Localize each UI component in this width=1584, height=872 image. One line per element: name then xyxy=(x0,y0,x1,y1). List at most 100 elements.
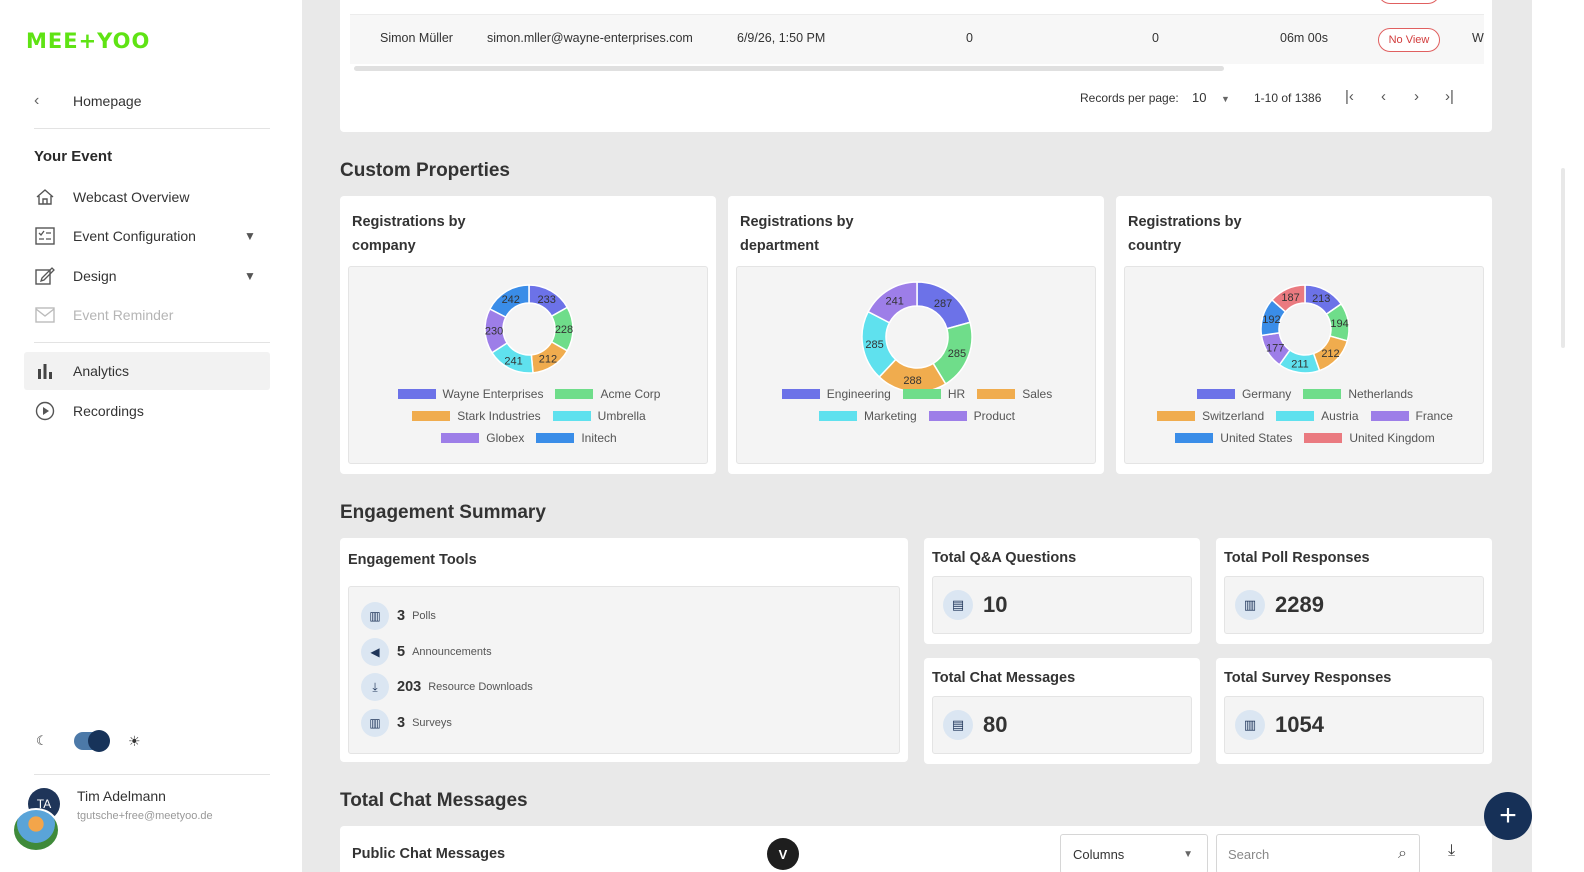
legend-item[interactable]: Engineering xyxy=(781,387,891,401)
legend-item[interactable]: Austria xyxy=(1276,409,1359,423)
first-page-icon[interactable]: |‹ xyxy=(1345,88,1354,105)
stat-title: Total Chat Messages xyxy=(932,670,1076,686)
legend-item[interactable]: Initech xyxy=(536,431,617,445)
stat-value: 1054 xyxy=(1275,712,1324,737)
back-to-homepage[interactable]: ‹ Homepage xyxy=(34,88,142,114)
stat-card-qa-questions: Total Q&A Questions ▤ 10 xyxy=(924,538,1200,644)
sidebar-item-design[interactable]: Design ▼ xyxy=(24,257,270,295)
donut-slice-product[interactable] xyxy=(867,281,918,324)
next-page-icon[interactable]: › xyxy=(1414,88,1419,105)
sidebar-item-analytics[interactable]: Analytics xyxy=(24,352,270,390)
sidebar-item-label: Event Reminder xyxy=(73,307,174,323)
engagement-tool-surveys: ▥ 3 Surveys xyxy=(361,709,452,737)
donut-slice-united-kingdom[interactable] xyxy=(1270,284,1306,313)
chevron-down-icon[interactable]: ▼ xyxy=(1221,94,1230,104)
legend-item[interactable]: Wayne Enterprises xyxy=(397,387,544,401)
legend-label: Wayne Enterprises xyxy=(442,387,544,401)
legend-label: Switzerland xyxy=(1202,409,1265,423)
download-icon[interactable]: ⤓ xyxy=(1448,842,1456,859)
legend-item[interactable]: HR xyxy=(902,387,965,401)
legend-row: Stark Industries Umbrella xyxy=(349,405,709,427)
slice-value-label: 192 xyxy=(1262,314,1280,326)
legend-item[interactable]: Stark Industries xyxy=(412,409,541,423)
page-scrollbar-thumb[interactable] xyxy=(1561,168,1565,348)
columns-dropdown[interactable]: Columns ▼ xyxy=(1060,834,1208,872)
meetyoo-logo[interactable]: MEE+YOO xyxy=(26,29,151,53)
chevron-down-icon: ▼ xyxy=(1183,848,1193,860)
engagement-tool-downloads: ⤓ 203 Resource Downloads xyxy=(361,673,533,701)
survey-icon: ▥ xyxy=(361,709,389,737)
legend-item[interactable]: Globex xyxy=(441,431,524,445)
stat-value-box: ▥ 2289 xyxy=(1224,576,1484,634)
table-row[interactable] xyxy=(350,14,1484,64)
page-scrollbar-track[interactable] xyxy=(1532,0,1584,872)
engagement-tools-card: Engagement Tools ▥ 3 Polls ◀ 5 Announcem… xyxy=(340,538,908,762)
legend-item[interactable]: France xyxy=(1370,409,1453,423)
chevron-down-icon[interactable]: ▼ xyxy=(244,229,256,243)
stat-value: 10 xyxy=(983,592,1008,617)
sidebar-item-label: Webcast Overview xyxy=(73,189,190,205)
stat-value: 80 xyxy=(983,712,1008,737)
legend-swatch xyxy=(781,389,820,399)
section-heading-total-chat: Total Chat Messages xyxy=(340,790,528,811)
status-badge-partial xyxy=(1378,0,1440,4)
legend-item[interactable]: Umbrella xyxy=(552,409,646,423)
chevron-down-icon[interactable]: ▼ xyxy=(244,269,256,283)
legend-item[interactable]: Germany xyxy=(1196,387,1292,401)
search-input[interactable]: Search ⌕ xyxy=(1216,834,1420,872)
legend-item[interactable]: Netherlands xyxy=(1303,387,1413,401)
legend-label: Germany xyxy=(1241,387,1292,401)
legend-item[interactable]: Marketing xyxy=(818,409,917,423)
island-avatar-icon[interactable] xyxy=(12,808,60,852)
chart-title: Registrations by company xyxy=(352,214,466,254)
search-icon[interactable]: ⌕ xyxy=(1398,845,1407,862)
stat-title: Total Q&A Questions xyxy=(932,550,1077,566)
sidebar-item-event-configuration[interactable]: Event Configuration ▼ xyxy=(24,217,270,255)
tool-label: Resource Downloads xyxy=(428,681,533,693)
legend-item[interactable]: United States xyxy=(1175,431,1292,445)
stat-value: 2289 xyxy=(1275,592,1324,617)
table-horizontal-scrollbar[interactable] xyxy=(354,66,1224,71)
donut-slice-initech[interactable] xyxy=(488,284,530,319)
section-heading-custom-properties: Custom Properties xyxy=(340,160,510,181)
checklist-icon xyxy=(34,227,56,245)
legend-item[interactable]: Acme Corp xyxy=(555,387,660,401)
slice-value-label: 287 xyxy=(934,298,952,310)
slice-value-label: 212 xyxy=(539,353,557,365)
engagement-tool-polls: ▥ 3 Polls xyxy=(361,602,436,630)
public-chat-card: Public Chat Messages Columns ▼ Search ⌕ … xyxy=(340,826,1492,872)
tool-count: 3 xyxy=(397,608,406,624)
theme-toggle[interactable]: ☾ ☀ xyxy=(36,730,141,752)
donut-chart-company[interactable]: 233 228 212 241 230 242 xyxy=(349,267,709,465)
tool-label: Announcements xyxy=(412,646,492,658)
chart-legend: Germany Netherlands Switzerland Austria Fran… xyxy=(1125,383,1485,449)
theme-switch[interactable] xyxy=(74,730,110,752)
sidebar-item-recordings[interactable]: Recordings xyxy=(24,392,270,430)
stat-title: Total Poll Responses xyxy=(1224,550,1370,566)
legend-item[interactable]: United Kingdom xyxy=(1304,431,1435,445)
legend-swatch xyxy=(412,411,451,421)
user-email: tgutsche+free@meetyoo.de xyxy=(77,810,213,822)
legend-item[interactable]: Product xyxy=(928,409,1015,423)
chart-title: Registrations by country xyxy=(1128,214,1242,254)
prev-page-icon[interactable]: ‹ xyxy=(1381,88,1386,105)
divider xyxy=(34,774,270,775)
legend-item[interactable]: Switzerland xyxy=(1157,409,1264,423)
search-placeholder: Search xyxy=(1228,846,1270,862)
v-badge[interactable]: V xyxy=(767,838,799,870)
megaphone-icon: ◀ xyxy=(361,638,389,666)
back-label: Homepage xyxy=(73,93,142,109)
donut-chart-department[interactable]: 287 285 288 285 241 xyxy=(737,267,1097,465)
records-per-page-select[interactable]: 10 xyxy=(1192,90,1207,105)
legend-label: Netherlands xyxy=(1348,387,1414,401)
legend-label: United Kingdom xyxy=(1349,431,1435,445)
legend-item[interactable]: Sales xyxy=(977,387,1052,401)
slice-value-label: 241 xyxy=(885,295,903,307)
attendee-col5: 0 xyxy=(1152,31,1159,45)
chart-card-country: Registrations by country 213 194 212 211 177… xyxy=(1116,196,1492,474)
last-page-icon[interactable]: ›| xyxy=(1445,88,1454,105)
sidebar-item-webcast-overview[interactable]: Webcast Overview xyxy=(24,178,270,216)
legend-swatch xyxy=(397,389,436,399)
add-fab-button[interactable]: + xyxy=(1484,792,1532,840)
